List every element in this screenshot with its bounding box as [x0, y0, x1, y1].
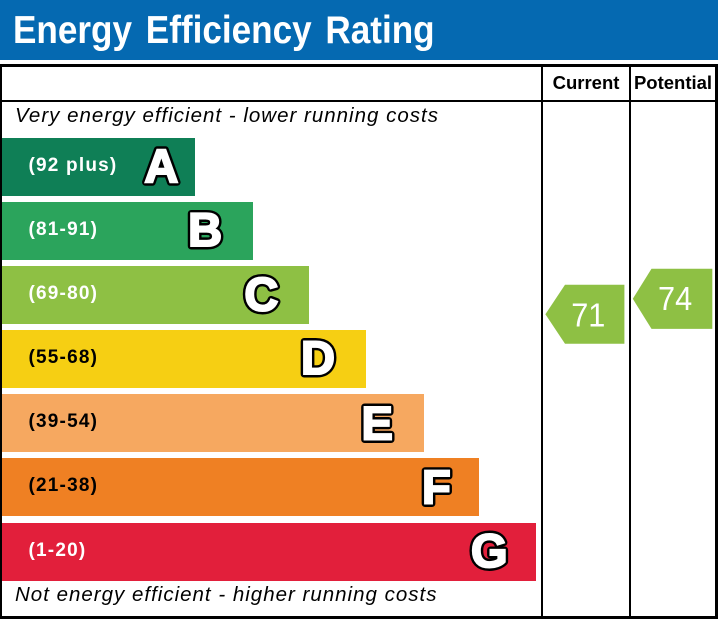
svg-text:C: C [244, 268, 278, 321]
svg-text:B: B [188, 203, 222, 256]
svg-text:71: 71 [571, 296, 605, 333]
svg-text:F: F [422, 461, 451, 514]
svg-text:B: B [188, 203, 222, 256]
svg-text:E: E [362, 397, 393, 450]
svg-text:G: G [471, 524, 508, 577]
svg-text:A: A [144, 140, 178, 193]
svg-text:F: F [422, 461, 451, 514]
svg-text:D: D [301, 331, 335, 384]
svg-text:C: C [244, 268, 278, 321]
svg-text:74: 74 [658, 280, 692, 317]
svg-text:A: A [144, 140, 178, 193]
svg-text:G: G [471, 524, 508, 577]
svg-text:E: E [362, 397, 393, 450]
svg-text:D: D [301, 331, 335, 384]
